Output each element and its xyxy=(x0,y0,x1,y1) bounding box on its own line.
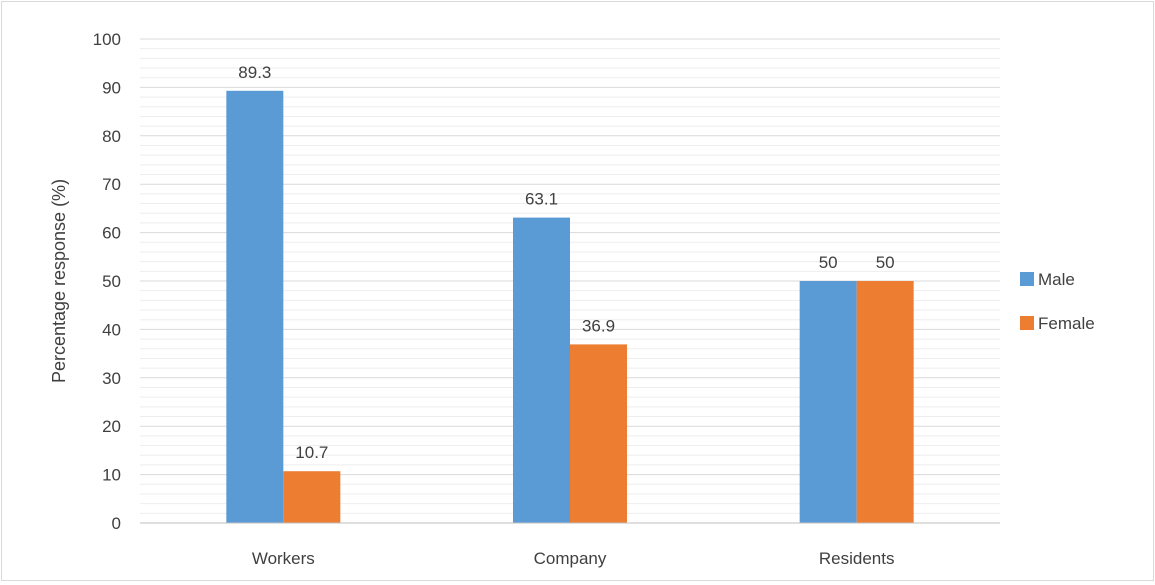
x-axis-ticks: Workers Company Residents xyxy=(252,549,895,568)
bar-female-residents xyxy=(856,281,914,523)
data-label: 50 xyxy=(876,253,895,272)
y-tick-label: 40 xyxy=(102,320,121,339)
legend-label-male: Male xyxy=(1038,270,1075,289)
y-tick-label: 0 xyxy=(112,514,121,533)
y-tick-label: 70 xyxy=(102,175,121,194)
bar-male-workers xyxy=(226,90,284,524)
y-axis-ticks: 0 10 20 30 40 50 60 70 80 90 100 xyxy=(93,30,121,533)
y-tick-label: 50 xyxy=(102,272,121,291)
y-tick-label: 10 xyxy=(102,466,121,485)
y-tick-label: 90 xyxy=(102,78,121,97)
bars-layer xyxy=(226,90,914,524)
y-tick-label: 100 xyxy=(93,30,121,49)
data-labels-layer: 89.3 10.7 63.1 36.9 50 50 xyxy=(238,63,894,462)
x-tick-label: Residents xyxy=(819,549,895,568)
legend: Male Female xyxy=(1020,270,1095,333)
legend-label-female: Female xyxy=(1038,314,1095,333)
y-tick-label: 60 xyxy=(102,224,121,243)
bar-male-residents xyxy=(799,281,857,523)
legend-swatch-male xyxy=(1020,272,1034,286)
data-label: 89.3 xyxy=(238,63,271,82)
data-label: 36.9 xyxy=(582,316,615,335)
data-label: 50 xyxy=(819,253,838,272)
data-label: 63.1 xyxy=(525,190,558,209)
y-tick-label: 30 xyxy=(102,369,121,388)
bar-male-company xyxy=(513,217,570,523)
legend-swatch-female xyxy=(1020,316,1034,330)
y-tick-label: 80 xyxy=(102,127,121,146)
data-label: 10.7 xyxy=(295,443,328,462)
y-tick-label: 20 xyxy=(102,417,121,436)
x-tick-label: Workers xyxy=(252,549,315,568)
y-axis-label: Percentage response (%) xyxy=(49,179,69,383)
bar-female-company xyxy=(570,344,627,523)
bar-female-workers xyxy=(283,471,341,523)
x-tick-label: Company xyxy=(534,549,607,568)
